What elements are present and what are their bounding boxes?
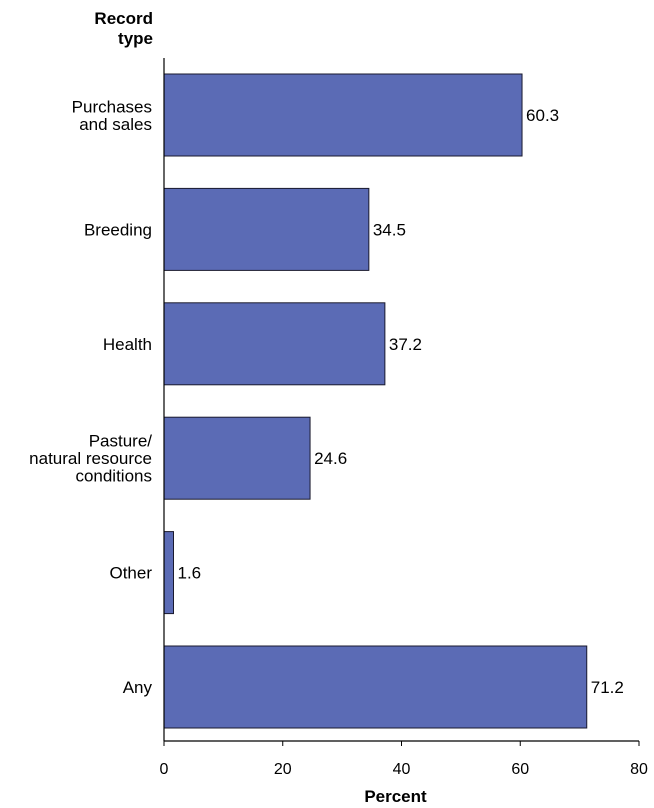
x-tick-label: 20 bbox=[274, 761, 292, 778]
category-label: natural resource bbox=[29, 449, 152, 468]
category-label: and sales bbox=[79, 115, 152, 134]
bar bbox=[163, 302, 386, 386]
category-label: Purchases bbox=[72, 97, 152, 116]
value-label: 1.6 bbox=[178, 564, 202, 583]
category-label: Health bbox=[103, 335, 152, 354]
value-labels: 60.3 34.5 37.2 24.6 1.6 71.2 bbox=[178, 106, 624, 697]
x-tick-label: 60 bbox=[511, 761, 529, 778]
bar bbox=[163, 187, 370, 271]
category-label: Breeding bbox=[84, 220, 152, 239]
category-label: Any bbox=[123, 678, 153, 697]
x-axis-title: Percent bbox=[364, 787, 427, 806]
value-label: 24.6 bbox=[314, 449, 347, 468]
bar bbox=[163, 645, 588, 729]
y-axis-title-line: Record bbox=[94, 9, 153, 28]
bar bbox=[163, 531, 174, 615]
x-tick-label: 0 bbox=[160, 761, 169, 778]
bar bbox=[163, 416, 311, 500]
value-label: 60.3 bbox=[526, 106, 559, 125]
category-label: conditions bbox=[75, 467, 152, 486]
category-label: Pasture/ bbox=[89, 432, 153, 451]
value-label: 34.5 bbox=[373, 220, 406, 239]
x-axis-ticks: 0 20 40 60 80 bbox=[160, 741, 648, 778]
bar bbox=[163, 73, 523, 157]
y-axis-title-line: type bbox=[118, 29, 153, 48]
value-label: 37.2 bbox=[389, 335, 422, 354]
value-label: 71.2 bbox=[591, 678, 624, 697]
category-label: Other bbox=[109, 564, 152, 583]
x-tick-label: 80 bbox=[630, 761, 648, 778]
x-tick-label: 40 bbox=[393, 761, 411, 778]
bars bbox=[163, 73, 588, 729]
